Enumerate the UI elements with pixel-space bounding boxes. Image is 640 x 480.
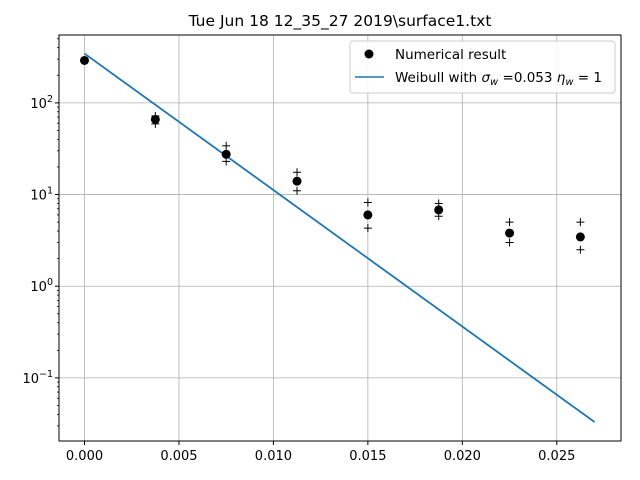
error-marker-upper-3 bbox=[293, 168, 302, 177]
legend-sigma-subscript: w bbox=[490, 77, 499, 88]
y-tick-label-3: 102 bbox=[30, 94, 53, 112]
y-tick-label-base-2: 10 bbox=[30, 189, 47, 204]
legend: Numerical result Weibull with σw =0.053 … bbox=[349, 40, 616, 94]
y-tick-label-exp-1: 0 bbox=[47, 277, 53, 288]
error-marker-lower-3 bbox=[293, 186, 302, 195]
error-marker-upper-2 bbox=[222, 141, 231, 150]
x-tick-label-4: 0.020 bbox=[444, 449, 481, 464]
data-point-2 bbox=[221, 149, 231, 159]
legend-sigma-value: =0.053 bbox=[498, 70, 557, 86]
data-point-7 bbox=[575, 232, 585, 242]
y-tick-label-base-1: 10 bbox=[30, 280, 47, 295]
x-tick-label-0: 0.000 bbox=[66, 449, 103, 464]
y-tick-label-exp-2: 1 bbox=[47, 186, 53, 197]
error-marker-lower-7 bbox=[576, 245, 585, 254]
weibull-line bbox=[83, 52, 596, 423]
error-marker-lower-4 bbox=[363, 224, 372, 233]
y-tick-label-base-3: 10 bbox=[30, 97, 47, 112]
data-point-6 bbox=[505, 228, 515, 238]
y-tick-label-exp-3: 2 bbox=[47, 94, 53, 105]
chart-title: Tue Jun 18 12_35_27 2019\surface1.txt bbox=[188, 12, 492, 31]
data-point-0 bbox=[80, 55, 90, 65]
x-tick-label-2: 0.010 bbox=[255, 449, 292, 464]
legend-sigma-symbol: σ bbox=[481, 70, 490, 86]
legend-weibull-prefix: Weibull with bbox=[395, 70, 481, 86]
legend-eta-symbol: η bbox=[557, 70, 566, 86]
legend-marker-numerical bbox=[364, 49, 374, 59]
error-marker-lower-6 bbox=[505, 238, 514, 247]
y-tick-label-base-0: 10 bbox=[22, 372, 39, 387]
x-tick-label-3: 0.015 bbox=[349, 449, 386, 464]
legend-box bbox=[349, 40, 616, 94]
data-point-3 bbox=[292, 176, 302, 186]
data-point-1 bbox=[150, 114, 160, 124]
x-tick-label-1: 0.005 bbox=[160, 449, 197, 464]
legend-eta-value: = 1 bbox=[574, 70, 602, 86]
error-marker-upper-6 bbox=[505, 218, 514, 227]
y-tick-label-1: 100 bbox=[30, 277, 53, 295]
data-point-4 bbox=[363, 210, 373, 220]
x-tick-label-5: 0.025 bbox=[538, 449, 575, 464]
legend-label-numerical: Numerical result bbox=[395, 47, 506, 63]
data-point-5 bbox=[434, 205, 444, 215]
legend-label-weibull: Weibull with σw =0.053 ηw = 1 bbox=[395, 70, 602, 88]
grid bbox=[59, 35, 621, 441]
y-tick-label-2: 101 bbox=[30, 186, 53, 204]
axes: 0.000 0.005 0.010 0.015 0.020 0.02510−1100101… bbox=[22, 34, 622, 464]
y-tick-label-exp-0: −1 bbox=[39, 369, 53, 380]
error-marker-upper-4 bbox=[363, 198, 372, 207]
axes-frame bbox=[58, 34, 622, 442]
series-layer bbox=[80, 52, 596, 423]
legend-eta-subscript: w bbox=[565, 77, 574, 88]
y-tick-label-0: 10−1 bbox=[22, 369, 53, 387]
error-marker-upper-7 bbox=[576, 218, 585, 227]
